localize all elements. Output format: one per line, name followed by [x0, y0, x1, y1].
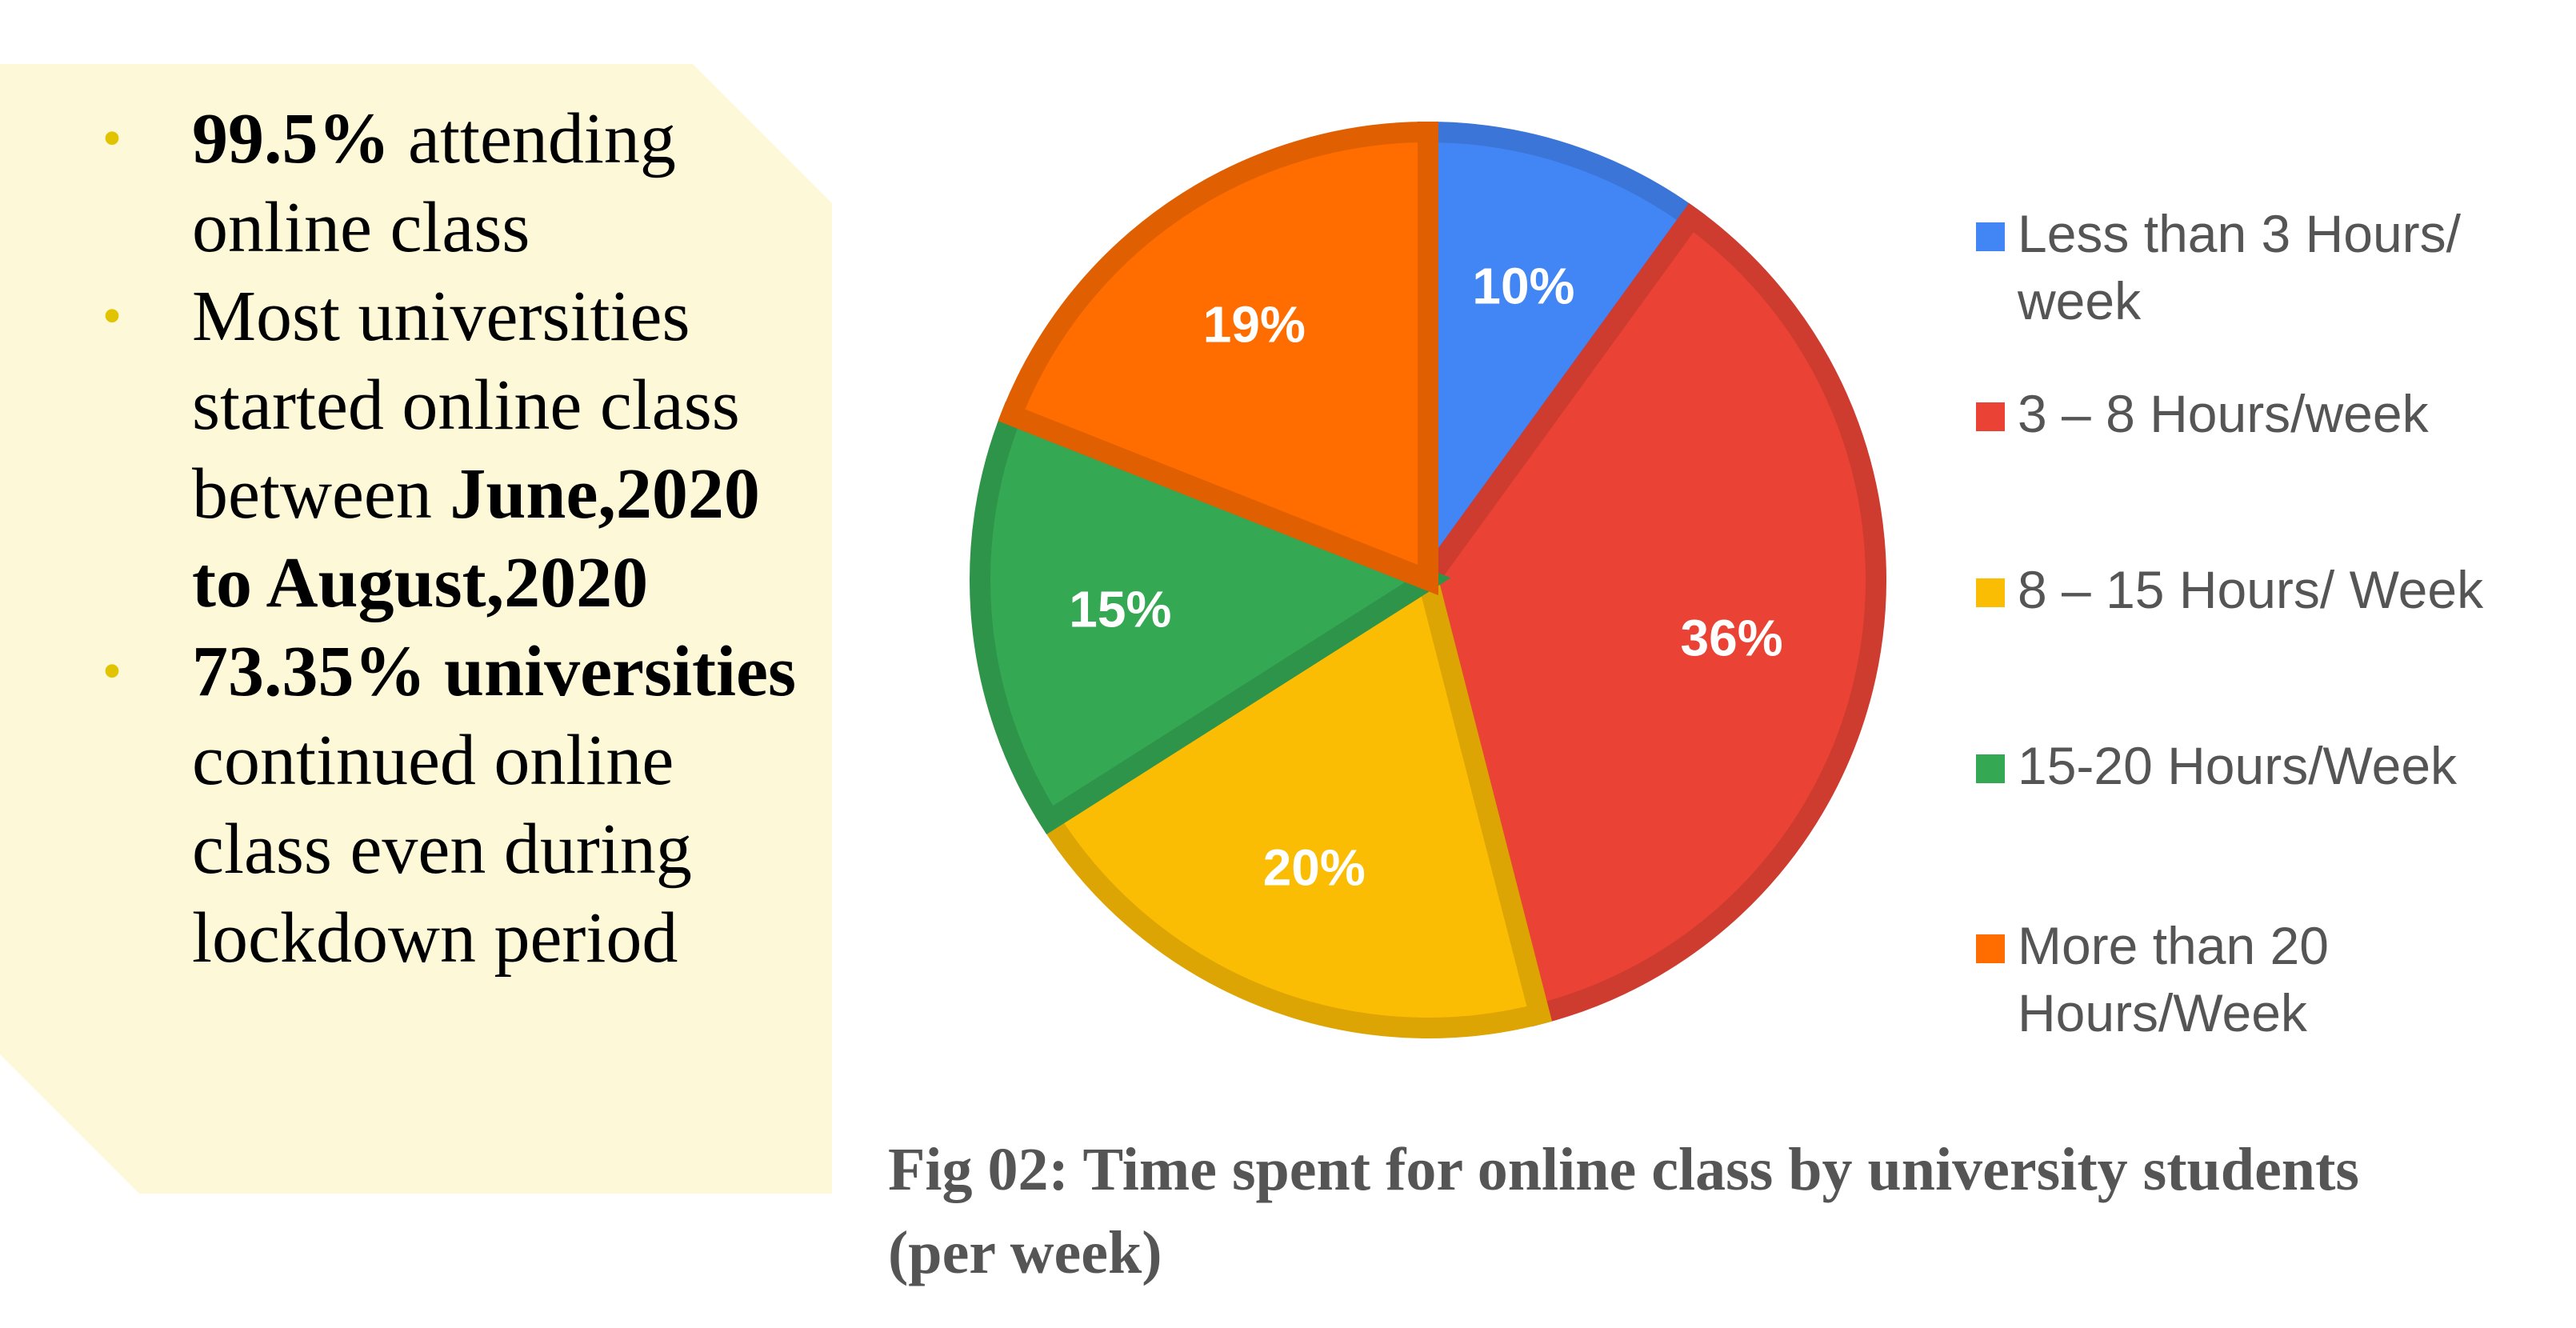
bullet-dot-icon: • [102, 108, 122, 170]
pie-data-label: 19% [1203, 295, 1306, 353]
legend-label: 15-20 Hours/Week [2018, 736, 2458, 795]
legend-swatch [1976, 578, 2005, 607]
bullet-item: • Most universities started online class… [102, 272, 816, 627]
legend-label: More than 20 [2018, 916, 2329, 975]
caption-line-1: Fig 02: Time spent for online class by u… [888, 1136, 2359, 1203]
bullet-text: continued online class even during lockd… [192, 721, 692, 978]
pie-slice [1418, 121, 1706, 613]
legend-label: 3 – 8 Hours/week [2018, 384, 2429, 443]
legend-swatch [1976, 402, 2005, 431]
bullet-dot-icon: • [102, 641, 122, 702]
pie-data-labels: 10% 36% 20% 15% 19% [1069, 258, 1782, 897]
legend-swatch [1976, 222, 2005, 251]
legend-swatch [1976, 934, 2005, 963]
panel-background [0, 64, 832, 1194]
legend-item: 3 – 8 Hours/week [1976, 380, 2568, 447]
legend-item: 8 – 15 Hours/ Week [1976, 556, 2568, 623]
figure-caption: Fig 02: Time spent for online class by u… [888, 1128, 2552, 1294]
legend-item: More than 20 Hours/Week [1976, 912, 2568, 1046]
caption-line-2: (per week) [888, 1219, 1162, 1286]
highlights-list: • 99.5% attending online class • Most un… [102, 94, 816, 982]
pie-data-label: 20% [1263, 838, 1366, 896]
pie-data-label: 10% [1472, 258, 1574, 315]
pie-slice [1035, 563, 1553, 1038]
pie-slice [998, 121, 1438, 596]
legend-item: 15-20 Hours/Week [1976, 732, 2568, 799]
bullet-strong-text: 99.5% [192, 99, 390, 178]
bullet-item: • 99.5% attending online class [102, 94, 816, 272]
legend-label: Less than 3 Hours/ [2018, 204, 2461, 263]
pie-data-label: 36% [1681, 609, 1783, 666]
legend-label: 8 – 15 Hours/ Week [2018, 560, 2484, 619]
legend-label-line-2: Hours/Week [2018, 983, 2307, 1042]
pie-data-label: 15% [1069, 580, 1171, 638]
highlights-panel: • 99.5% attending online class • Most un… [0, 0, 832, 1328]
legend-item: Less than 3 Hours/week [1976, 200, 2568, 334]
legend-swatch [1976, 754, 2005, 783]
pie-chart: 10% 36% 20% 15% 19% [970, 121, 1887, 1038]
pie-slices [970, 121, 1887, 1038]
bullet-strong-text: 73.35% universities [192, 632, 796, 711]
bullet-strong-text: June,2020 to August,2020 [192, 454, 760, 622]
pie-slice [970, 401, 1451, 835]
bullet-text: Most universities started online class b… [192, 277, 740, 534]
legend-label-line-2: week [2018, 271, 2142, 330]
pie-slice [1416, 202, 1887, 1027]
bullet-item: • 73.35% universities continued online c… [102, 627, 816, 982]
bullet-text: attending online class [192, 99, 676, 267]
bullet-dot-icon: • [102, 286, 122, 347]
